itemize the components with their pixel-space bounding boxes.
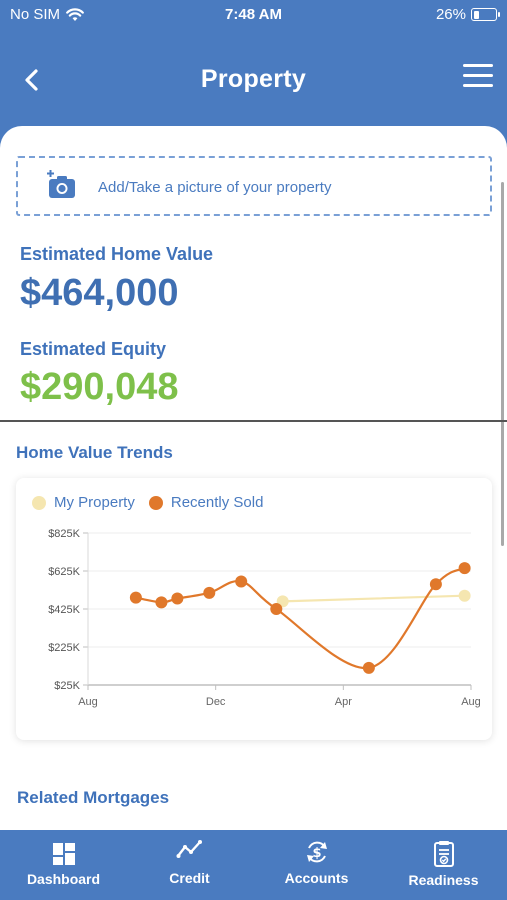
- battery-icon: [471, 8, 500, 21]
- y-tick-label: $25K: [54, 680, 80, 692]
- content-sheet: Add/Take a picture of your property Esti…: [0, 126, 507, 830]
- legend-dot-my-property: [32, 495, 46, 510]
- status-bar: No SIM 7:48 AM 26%: [0, 0, 507, 30]
- estimated-equity-value: $290,048: [20, 366, 179, 408]
- estimated-equity-label: Estimated Equity: [20, 339, 167, 359]
- tab-label-accounts: Accounts: [284, 870, 349, 886]
- data-point-recently-sold: [203, 586, 216, 599]
- data-point-recently-sold: [362, 661, 375, 674]
- x-tick-label: Aug: [78, 696, 98, 708]
- bottom-tab-bar: Dashboard Credit $ Accounts R: [0, 830, 507, 900]
- home-value-trends-chart: My Property Recently Sold $25K $225K $425K…: [16, 478, 492, 740]
- svg-text:$: $: [312, 846, 321, 861]
- scrollbar[interactable]: [501, 182, 504, 546]
- nav-header: Property: [0, 50, 507, 110]
- section-divider: [0, 420, 507, 422]
- tab-label-credit: Credit: [169, 870, 210, 886]
- battery-level: [473, 10, 479, 19]
- trend-line-icon: [176, 840, 202, 858]
- hamburger-menu-icon[interactable]: [463, 64, 493, 90]
- battery-percent: 26%: [435, 6, 466, 23]
- home-value-trends-title: Home Value Trends: [16, 443, 173, 462]
- related-mortgages-title: Related Mortgages: [17, 788, 170, 807]
- series-line-recently-sold: [135, 567, 466, 670]
- carrier-status: No SIM: [10, 6, 84, 23]
- data-point-recently-sold: [429, 578, 442, 591]
- series-line-my-property: [282, 594, 465, 603]
- add-photo-button[interactable]: Add/Take a picture of your property: [16, 156, 492, 216]
- data-point-recently-sold: [270, 603, 283, 615]
- tab-dashboard[interactable]: Dashboard: [0, 830, 127, 900]
- estimated-home-value: $464,000: [20, 272, 179, 314]
- legend-label-recently-sold: Recently Sold: [170, 494, 264, 511]
- y-tick-label: $825K: [48, 528, 80, 540]
- carrier-label: No SIM: [10, 6, 61, 23]
- checklist-icon: [433, 841, 454, 867]
- back-chevron-icon[interactable]: [18, 64, 46, 96]
- data-point-recently-sold: [129, 591, 142, 604]
- data-point-recently-sold: [235, 575, 248, 588]
- page-title: Property: [200, 65, 307, 93]
- y-tick-label: $425K: [48, 604, 80, 616]
- data-point-recently-sold: [171, 592, 184, 605]
- data-point-recently-sold: [155, 596, 168, 609]
- data-point-recently-sold: [458, 562, 471, 575]
- data-point-my-property: [458, 589, 471, 602]
- add-photo-label: Add/Take a picture of your property: [98, 179, 332, 196]
- x-tick-label: Apr: [335, 696, 352, 708]
- tab-readiness[interactable]: Readiness: [380, 830, 507, 900]
- y-tick-label: $625K: [48, 566, 80, 578]
- clock: 7:48 AM: [225, 6, 282, 23]
- legend-item-my-property[interactable]: My Property: [32, 494, 135, 511]
- legend-label-my-property: My Property: [54, 494, 135, 511]
- x-tick-label: Aug: [461, 696, 481, 708]
- estimated-home-value-label: Estimated Home Value: [20, 244, 214, 264]
- x-tick-label: Dec: [206, 696, 226, 708]
- camera-add-icon: [47, 170, 75, 198]
- tab-label-dashboard: Dashboard: [26, 871, 101, 887]
- y-tick-label: $225K: [48, 642, 80, 654]
- grid-icon: [52, 843, 75, 865]
- dollar-sync-icon: $: [306, 841, 327, 863]
- tab-label-readiness: Readiness: [408, 872, 479, 888]
- tab-accounts[interactable]: $ Accounts: [253, 830, 380, 900]
- chart-legend: My Property Recently Sold: [32, 494, 277, 511]
- chart-plot: $25K $225K $425K $625K $825K Aug Dec Apr Aug: [48, 528, 481, 708]
- legend-dot-recently-sold: [148, 495, 163, 510]
- legend-item-recently-sold[interactable]: Recently Sold: [148, 494, 264, 511]
- battery-status: 26%: [435, 6, 500, 23]
- wifi-icon: [66, 7, 84, 21]
- tab-credit[interactable]: Credit: [126, 830, 253, 900]
